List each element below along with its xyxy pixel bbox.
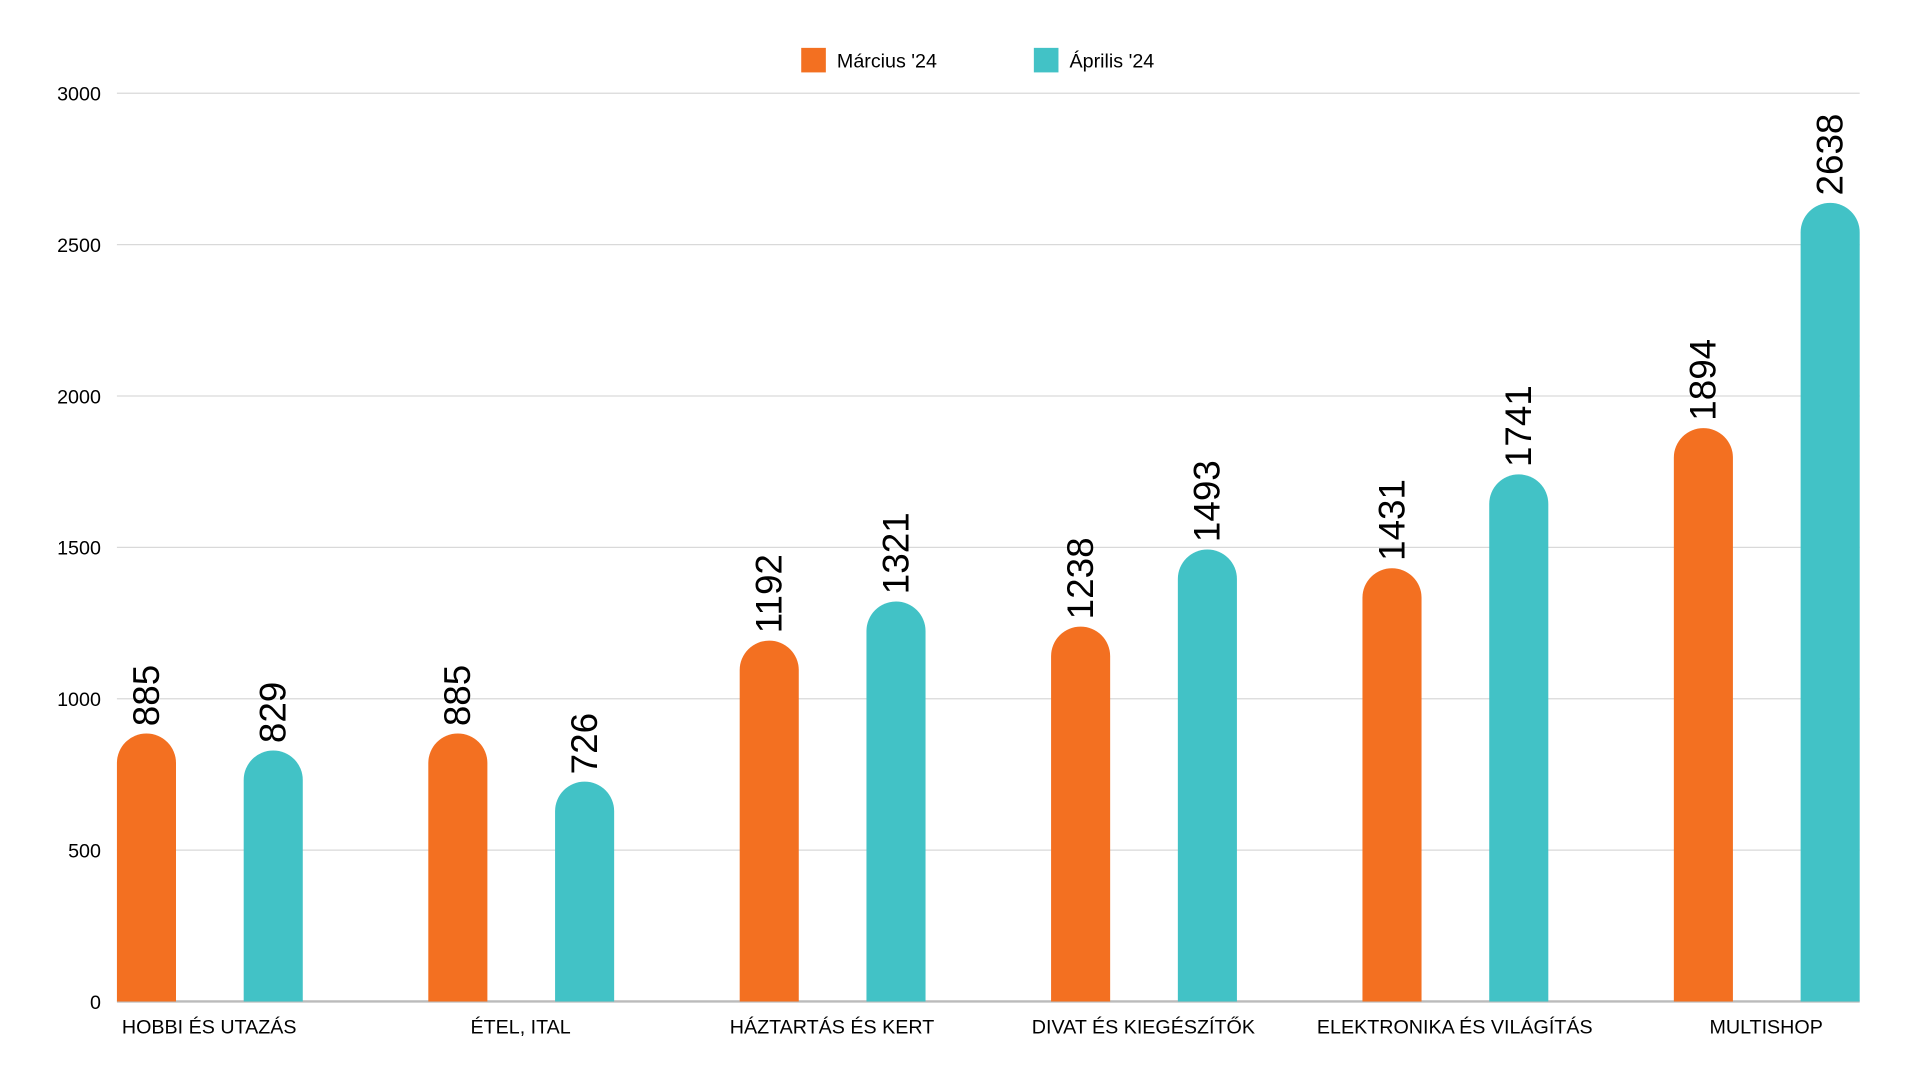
data-label: 1238: [1060, 537, 1101, 619]
bar-aprilis: [1177, 549, 1237, 1002]
legend: Március '24 Április '24: [801, 47, 1155, 73]
data-label: 885: [126, 665, 167, 726]
bar-marcius: [1362, 568, 1422, 1002]
data-label: 1431: [1371, 479, 1412, 561]
bar-aprilis: [555, 781, 615, 1002]
data-labels: 885 829 885 726 1192 1321 1238 1493 1431 1741 1894…: [126, 114, 1851, 775]
y-tick-label: 500: [68, 840, 101, 862]
data-label: 1894: [1683, 339, 1724, 421]
y-tick-label: 2500: [57, 235, 101, 257]
gridlines: [116, 92, 1860, 1003]
bar-marcius: [1673, 428, 1733, 1002]
x-tick-label: HÁZTARTÁS ÉS KERT: [730, 1015, 935, 1038]
bars: [116, 202, 1860, 1002]
y-axis-ticks: 0 500 1000 1500 2000 2500 3000: [57, 84, 101, 1014]
x-tick-label: ELEKTRONIKA ÉS VILÁGÍTÁS: [1317, 1015, 1593, 1038]
x-tick-label: HOBBI ÉS UTAZÁS: [122, 1015, 297, 1038]
data-label: 1493: [1187, 460, 1228, 542]
data-label: 1321: [875, 512, 916, 594]
bar-aprilis: [243, 750, 303, 1002]
bar-marcius: [1051, 626, 1111, 1002]
bar-aprilis: [1800, 202, 1860, 1002]
x-tick-label: ÉTEL, ITAL: [470, 1015, 570, 1038]
y-tick-label: 1500: [57, 538, 101, 560]
legend-label: Március '24: [837, 51, 937, 73]
y-tick-label: 1000: [57, 689, 101, 711]
y-tick-label: 2000: [57, 386, 101, 408]
data-label: 829: [252, 682, 293, 743]
x-tick-label: DIVAT ÉS KIEGÉSZÍTŐK: [1032, 1015, 1255, 1038]
data-label: 2638: [1809, 114, 1850, 196]
data-label: 726: [564, 713, 605, 774]
x-axis-ticks: HOBBI ÉS UTAZÁS ÉTEL, ITAL HÁZTARTÁS ÉS KE…: [122, 1015, 1823, 1038]
data-label: 1741: [1498, 385, 1539, 467]
legend-label: Április '24: [1070, 50, 1155, 73]
legend-swatch: [801, 47, 826, 73]
y-tick-label: 3000: [57, 84, 101, 106]
data-label: 1192: [748, 554, 789, 633]
bar-marcius: [116, 733, 176, 1002]
bar-aprilis: [1489, 474, 1549, 1002]
y-tick-label: 0: [90, 992, 101, 1014]
bar-marcius: [739, 640, 799, 1002]
x-tick-label: MULTISHOP: [1709, 1016, 1822, 1038]
bar-marcius: [428, 733, 488, 1002]
bar-aprilis: [866, 601, 926, 1002]
legend-swatch: [1033, 47, 1059, 73]
data-label: 885: [437, 665, 478, 726]
